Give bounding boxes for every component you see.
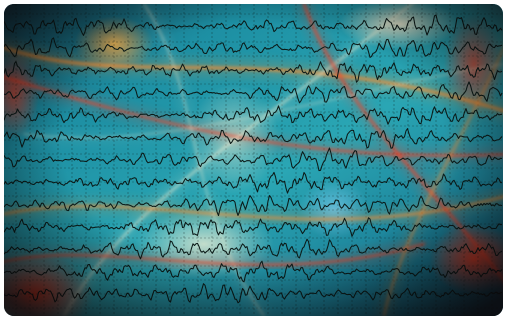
eeg-artwork — [4, 4, 503, 316]
eeg-waveform-image — [4, 4, 503, 316]
vignette — [4, 4, 503, 316]
